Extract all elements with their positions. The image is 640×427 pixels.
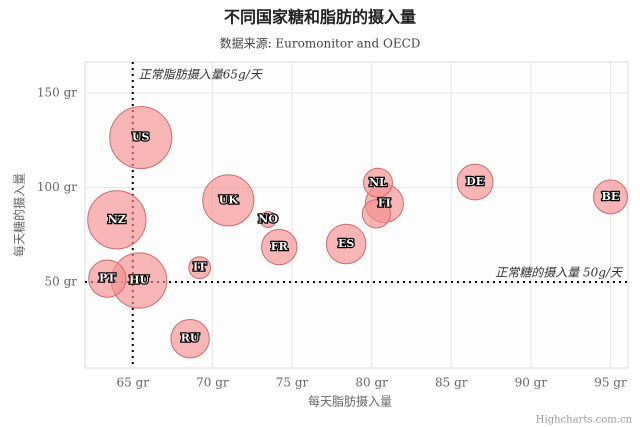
x-tick-label: 75 gr — [276, 376, 309, 390]
bubble — [109, 106, 173, 170]
bubble-label: FR — [271, 240, 289, 253]
bubble-label: UK — [219, 193, 239, 206]
bubble-label: NZ — [108, 213, 126, 226]
bubble — [363, 167, 393, 198]
bubble-label: US — [132, 131, 150, 144]
bubble — [593, 179, 628, 215]
bubble-label: NL — [369, 176, 387, 189]
plot-line-label: 正常脂肪摄入量65g/天 — [139, 68, 264, 82]
y-tick-label: 50 gr — [44, 275, 77, 289]
y-tick-label: 150 gr — [37, 85, 77, 99]
bubble-label: DE — [466, 175, 484, 188]
bubble-label: IT — [193, 261, 207, 274]
bubble-label: HU — [129, 273, 149, 286]
bubble — [170, 319, 210, 359]
bubble-label: BE — [602, 190, 620, 203]
plot-line-label: 正常糖的摄入量 50g/天 — [495, 266, 624, 280]
bubble — [259, 210, 277, 228]
bubble — [361, 199, 392, 229]
plot-area — [84, 61, 629, 369]
y-axis-title: 每天糖的摄入量 — [12, 173, 27, 257]
bubble-label: NO — [258, 212, 278, 225]
x-tick-label: 85 gr — [435, 376, 468, 390]
bubble — [456, 163, 494, 201]
bubble — [87, 190, 147, 250]
chart-subtitle: 数据来源: Euromonitor and OECD — [220, 36, 421, 51]
bubble-label: RU — [181, 332, 200, 345]
x-tick-label: 95 gr — [594, 376, 627, 390]
bubble-label: FI — [378, 197, 391, 210]
x-axis-title: 每天脂肪摄入量 — [308, 394, 392, 409]
y-tick-label: 100 gr — [37, 180, 77, 194]
x-tick-label: 80 gr — [355, 376, 388, 390]
x-tick-label: 90 gr — [515, 376, 548, 390]
bubble-label: PT — [99, 272, 116, 285]
bubble — [188, 256, 212, 280]
x-tick-label: 70 gr — [196, 376, 229, 390]
bubble — [261, 228, 298, 266]
credit: Highcharts.com.cn — [536, 415, 633, 426]
bubble — [325, 223, 367, 265]
x-tick-label: 65 gr — [117, 376, 150, 390]
chart-title: 不同国家糖和脂肪的摄入量 — [224, 8, 416, 27]
bubble-label: ES — [338, 237, 354, 250]
bubble — [88, 259, 127, 298]
bubble — [202, 174, 255, 227]
